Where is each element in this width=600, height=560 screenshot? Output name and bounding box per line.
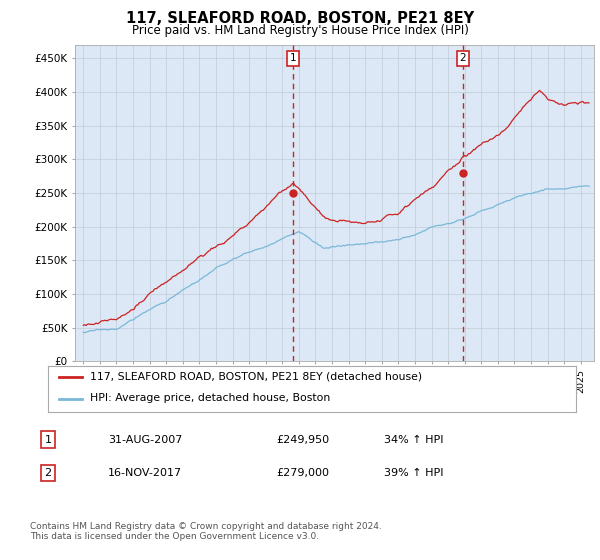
- Text: 31-AUG-2007: 31-AUG-2007: [108, 435, 182, 445]
- Text: 1: 1: [290, 53, 296, 63]
- Text: £279,000: £279,000: [276, 468, 329, 478]
- Text: 2: 2: [44, 468, 52, 478]
- Text: Contains HM Land Registry data © Crown copyright and database right 2024.
This d: Contains HM Land Registry data © Crown c…: [30, 522, 382, 542]
- Text: £249,950: £249,950: [276, 435, 329, 445]
- Text: 2: 2: [460, 53, 466, 63]
- Text: 34% ↑ HPI: 34% ↑ HPI: [384, 435, 443, 445]
- Text: 117, SLEAFORD ROAD, BOSTON, PE21 8EY: 117, SLEAFORD ROAD, BOSTON, PE21 8EY: [126, 11, 474, 26]
- Text: 39% ↑ HPI: 39% ↑ HPI: [384, 468, 443, 478]
- Text: 1: 1: [44, 435, 52, 445]
- Text: Price paid vs. HM Land Registry's House Price Index (HPI): Price paid vs. HM Land Registry's House …: [131, 24, 469, 36]
- Text: 117, SLEAFORD ROAD, BOSTON, PE21 8EY (detached house): 117, SLEAFORD ROAD, BOSTON, PE21 8EY (de…: [90, 372, 422, 382]
- Text: 16-NOV-2017: 16-NOV-2017: [108, 468, 182, 478]
- Text: HPI: Average price, detached house, Boston: HPI: Average price, detached house, Bost…: [90, 393, 331, 403]
